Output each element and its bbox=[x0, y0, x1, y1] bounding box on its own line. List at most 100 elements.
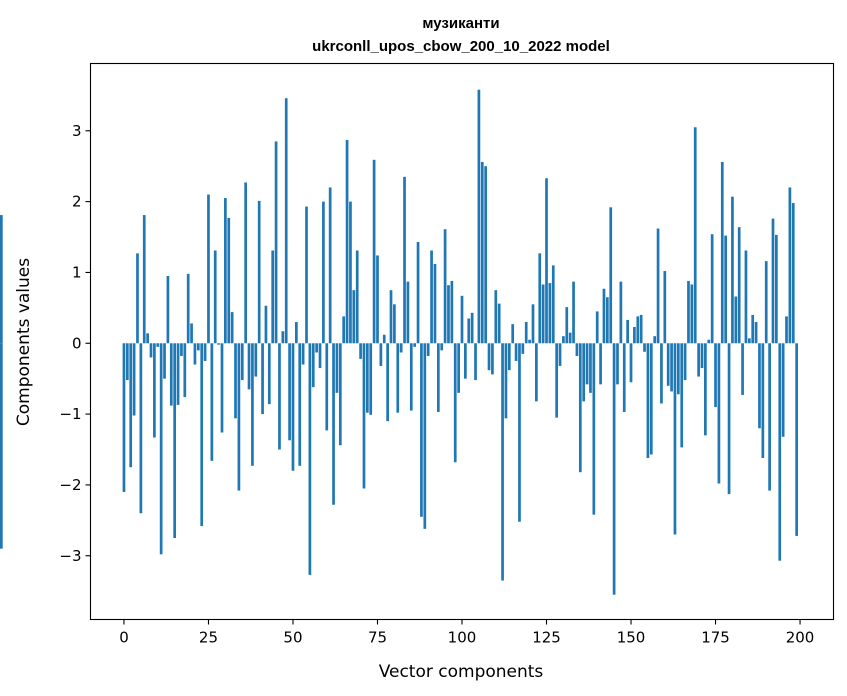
y-tick-label-1: 1 bbox=[72, 263, 82, 281]
bar-73 bbox=[369, 343, 373, 415]
bar-42 bbox=[264, 305, 268, 344]
bar-63 bbox=[335, 343, 339, 393]
bar-153 bbox=[639, 314, 643, 344]
x-tick-label-25: 25 bbox=[199, 629, 218, 647]
x-tick-label-75: 75 bbox=[368, 629, 387, 647]
bar-52 bbox=[298, 343, 302, 466]
x-tick-label-50: 50 bbox=[283, 629, 302, 647]
bar-75 bbox=[376, 255, 379, 344]
bar-80 bbox=[393, 304, 396, 344]
bar-31 bbox=[227, 217, 231, 344]
bar-164 bbox=[676, 343, 680, 395]
bar-134 bbox=[575, 343, 579, 357]
bar-24 bbox=[203, 343, 207, 361]
bar-180 bbox=[731, 196, 734, 344]
bar-33 bbox=[234, 343, 237, 419]
bar-23 bbox=[200, 343, 204, 527]
bar-6 bbox=[142, 215, 146, 344]
bar-10 bbox=[156, 343, 160, 347]
bar-16 bbox=[176, 343, 180, 405]
bar-194 bbox=[778, 343, 782, 561]
bar-37 bbox=[247, 343, 251, 390]
bar-27 bbox=[213, 250, 217, 344]
bar-68 bbox=[352, 290, 356, 344]
bar-65 bbox=[342, 316, 346, 344]
y-tick-label-3: 3 bbox=[72, 122, 82, 140]
bar-139 bbox=[592, 343, 596, 515]
bar-181 bbox=[734, 296, 738, 344]
bar-58 bbox=[318, 343, 322, 369]
bar-178 bbox=[724, 235, 728, 344]
bar-148 bbox=[622, 343, 626, 412]
y-tick-label--2: −2 bbox=[59, 476, 81, 494]
bar-114 bbox=[507, 343, 511, 371]
bar-109 bbox=[491, 343, 494, 375]
bar-3 bbox=[132, 343, 136, 416]
bar-183 bbox=[741, 343, 744, 395]
bar-166 bbox=[683, 343, 687, 381]
bar-124 bbox=[541, 284, 545, 344]
y-tick-label-0: 0 bbox=[72, 334, 82, 352]
bar-43 bbox=[267, 343, 271, 405]
bar-110 bbox=[494, 290, 498, 344]
bar-120 bbox=[528, 339, 531, 344]
bar-81 bbox=[396, 343, 400, 413]
y-tick-label--3: −3 bbox=[59, 547, 81, 565]
bar-103 bbox=[470, 312, 474, 344]
bar-186 bbox=[751, 314, 755, 344]
bar-96 bbox=[447, 285, 450, 344]
bar-70 bbox=[359, 343, 362, 359]
x-axis-ticks: 0 25 50 75 100 125 150 175 200 bbox=[119, 619, 814, 647]
bar-147 bbox=[619, 281, 623, 344]
bar-85 bbox=[409, 343, 413, 411]
bar-14 bbox=[169, 343, 173, 406]
bar-82 bbox=[399, 343, 403, 353]
bar-159 bbox=[660, 343, 663, 404]
bar-26 bbox=[210, 343, 214, 461]
bar-173 bbox=[707, 339, 711, 344]
bar-48 bbox=[284, 98, 288, 344]
bar-137 bbox=[585, 343, 589, 385]
bar-193 bbox=[775, 234, 778, 344]
bar-91 bbox=[430, 250, 433, 344]
bar-88 bbox=[420, 343, 423, 517]
bar-171 bbox=[700, 343, 704, 369]
bar-146 bbox=[616, 343, 619, 385]
bar-49 bbox=[288, 343, 291, 441]
bar-55 bbox=[308, 343, 312, 575]
bar-64 bbox=[338, 343, 342, 446]
bar-143 bbox=[606, 297, 609, 344]
bar-136 bbox=[582, 343, 586, 402]
bar-196 bbox=[785, 316, 788, 344]
bar-111 bbox=[497, 303, 501, 344]
bar-104 bbox=[474, 343, 477, 381]
bar-197 bbox=[788, 187, 792, 344]
bar-13 bbox=[166, 275, 170, 344]
bar-115 bbox=[511, 324, 515, 344]
bar-118 bbox=[521, 343, 525, 354]
bar-126 bbox=[548, 283, 552, 344]
bar-17 bbox=[180, 343, 183, 357]
bar-0 bbox=[122, 343, 126, 493]
bar-72 bbox=[366, 343, 369, 413]
bar-20 bbox=[190, 323, 193, 344]
bar-series bbox=[0, 89, 798, 595]
bar-188 bbox=[758, 343, 761, 429]
bar-74 bbox=[372, 159, 376, 344]
bar-189 bbox=[761, 343, 765, 459]
bar-92 bbox=[433, 263, 437, 344]
bar-83 bbox=[403, 176, 406, 344]
bar-187 bbox=[754, 322, 758, 344]
bar-47 bbox=[281, 331, 285, 344]
bar-149 bbox=[626, 319, 629, 344]
bar-174 bbox=[710, 234, 714, 344]
bar-18 bbox=[183, 343, 187, 398]
bar-19 bbox=[186, 273, 190, 344]
bar-46 bbox=[278, 343, 281, 450]
bar-101 bbox=[464, 343, 467, 379]
bar-41 bbox=[261, 343, 264, 415]
bar-182 bbox=[737, 227, 741, 344]
bar-93 bbox=[436, 343, 440, 412]
bar-25 bbox=[207, 194, 210, 344]
bar-15 bbox=[173, 343, 177, 539]
